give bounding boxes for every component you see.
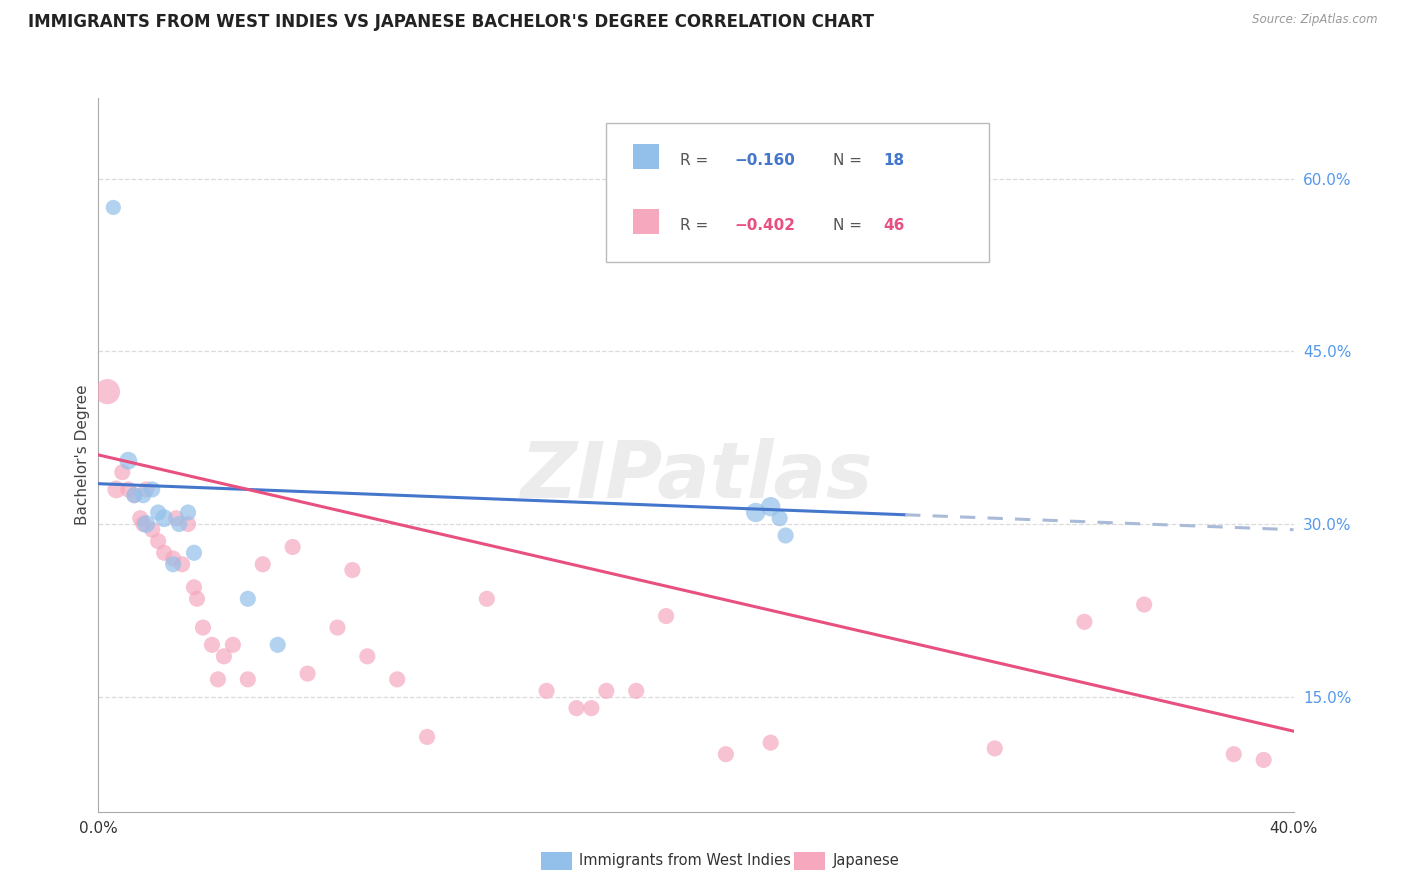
Bar xyxy=(633,209,659,234)
Point xyxy=(153,511,176,525)
Point xyxy=(1073,615,1095,629)
Point xyxy=(745,506,768,520)
Text: −0.160: −0.160 xyxy=(734,153,794,169)
Text: 46: 46 xyxy=(883,218,905,233)
Point xyxy=(148,506,170,520)
FancyBboxPatch shape xyxy=(606,123,988,262)
Point xyxy=(162,558,184,572)
Point xyxy=(212,649,235,664)
Point xyxy=(1253,753,1275,767)
Point xyxy=(124,488,146,502)
Point xyxy=(1223,747,1246,761)
Point xyxy=(416,730,439,744)
Point xyxy=(117,453,139,467)
Point xyxy=(714,747,737,761)
Point xyxy=(207,673,229,687)
Y-axis label: Bachelor's Degree: Bachelor's Degree xyxy=(75,384,90,525)
Point xyxy=(117,483,139,497)
Point xyxy=(655,609,678,624)
Point xyxy=(162,551,184,566)
Point xyxy=(595,684,617,698)
Point xyxy=(172,558,194,572)
Point xyxy=(385,673,409,687)
Point xyxy=(103,201,125,215)
Point xyxy=(297,666,319,681)
Point xyxy=(252,558,274,572)
Point xyxy=(96,384,118,399)
Point xyxy=(759,500,782,514)
Point xyxy=(1133,598,1156,612)
Point xyxy=(129,511,152,525)
Point xyxy=(236,673,259,687)
Point xyxy=(775,528,797,542)
Text: N =: N = xyxy=(834,153,868,169)
Point xyxy=(153,546,176,560)
Text: Japanese: Japanese xyxy=(832,854,898,868)
Point xyxy=(222,638,245,652)
Point xyxy=(769,511,792,525)
Bar xyxy=(633,145,659,169)
Point xyxy=(141,523,163,537)
Point xyxy=(183,546,205,560)
Point xyxy=(191,621,214,635)
Text: Source: ZipAtlas.com: Source: ZipAtlas.com xyxy=(1253,13,1378,27)
Text: N =: N = xyxy=(834,218,868,233)
Text: −0.402: −0.402 xyxy=(734,218,796,233)
Point xyxy=(177,506,200,520)
Point xyxy=(201,638,224,652)
Point xyxy=(105,483,128,497)
Text: Immigrants from West Indies: Immigrants from West Indies xyxy=(579,854,792,868)
Point xyxy=(759,736,782,750)
Point xyxy=(356,649,378,664)
Text: R =: R = xyxy=(681,218,714,233)
Text: ZIPatlas: ZIPatlas xyxy=(520,438,872,515)
Point xyxy=(186,591,208,606)
Point xyxy=(132,516,155,531)
Point xyxy=(132,488,155,502)
Point xyxy=(626,684,648,698)
Point xyxy=(581,701,603,715)
Point xyxy=(267,638,290,652)
Point xyxy=(167,516,190,531)
Point xyxy=(165,511,187,525)
Point xyxy=(984,741,1007,756)
Text: R =: R = xyxy=(681,153,714,169)
Point xyxy=(342,563,364,577)
Point xyxy=(111,465,134,479)
Text: 18: 18 xyxy=(883,153,904,169)
Point xyxy=(135,516,157,531)
Point xyxy=(177,516,200,531)
Point xyxy=(141,483,163,497)
Point xyxy=(475,591,498,606)
Point xyxy=(148,534,170,549)
Point xyxy=(536,684,558,698)
Point xyxy=(565,701,588,715)
Text: IMMIGRANTS FROM WEST INDIES VS JAPANESE BACHELOR'S DEGREE CORRELATION CHART: IMMIGRANTS FROM WEST INDIES VS JAPANESE … xyxy=(28,13,875,31)
Point xyxy=(135,483,157,497)
Point xyxy=(281,540,304,554)
Point xyxy=(183,580,205,594)
Point xyxy=(894,160,917,174)
Point xyxy=(236,591,259,606)
Point xyxy=(124,488,146,502)
Point xyxy=(326,621,349,635)
